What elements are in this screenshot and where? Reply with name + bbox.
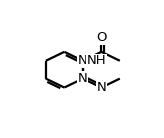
Text: O: O [96, 31, 107, 44]
Text: N: N [78, 72, 88, 85]
Text: NH: NH [87, 54, 106, 67]
Text: N: N [78, 54, 88, 67]
Text: N: N [96, 81, 106, 94]
